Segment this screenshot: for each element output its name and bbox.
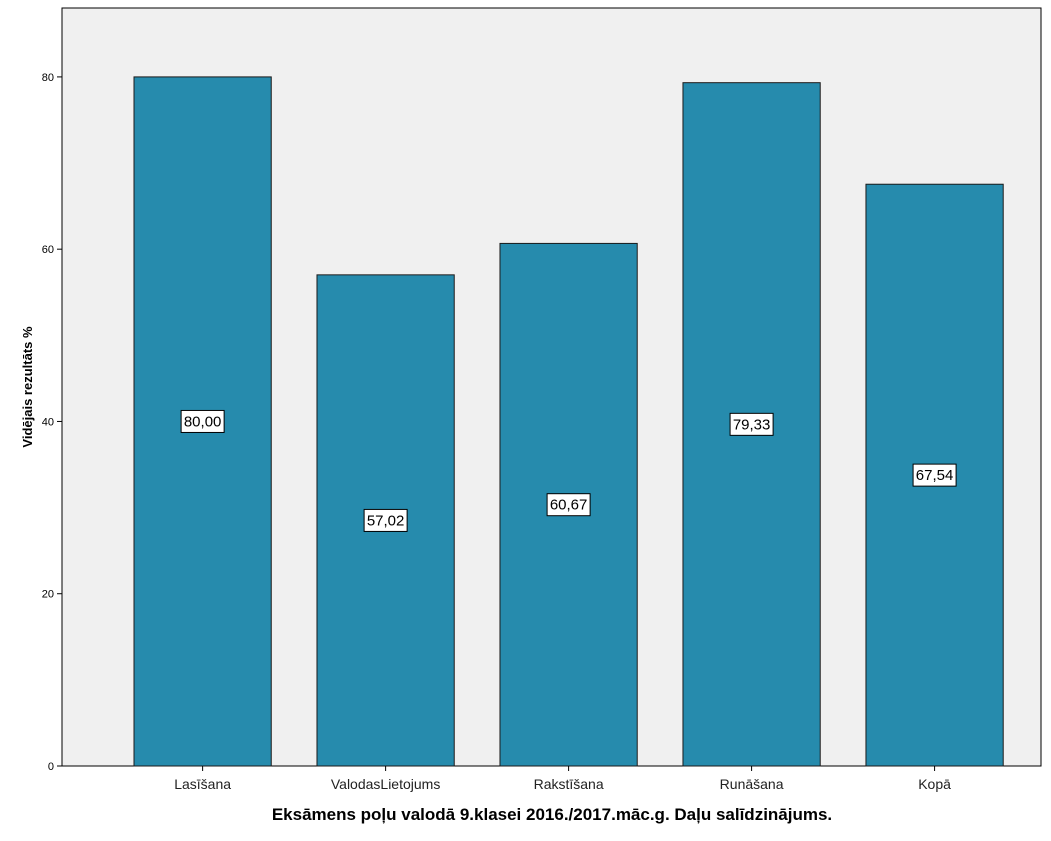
y-tick-label: 0	[48, 761, 54, 773]
y-tick-label: 40	[42, 416, 54, 428]
category-label: Lasīšana	[174, 776, 231, 792]
y-tick-label: 80	[42, 72, 54, 84]
category-label: Kopā	[918, 776, 951, 792]
category-label: Runāšana	[720, 776, 784, 792]
x-axis: Lasīšana ValodasLietojums Rakstīšana Runāša…	[174, 766, 951, 792]
y-tick-label: 60	[42, 244, 54, 256]
category-label: ValodasLietojums	[331, 776, 440, 792]
data-label-box	[546, 493, 591, 517]
data-label: 80,00	[184, 413, 222, 430]
data-label: 60,67	[550, 497, 588, 514]
category-label: Rakstīšana	[534, 776, 604, 792]
y-axis-title: Vidējais rezultāts %	[20, 326, 35, 448]
data-label-box	[363, 508, 408, 532]
y-axis: 0 20 40 60 80	[42, 72, 62, 773]
data-label: 67,54	[916, 467, 954, 484]
data-label: 79,33	[733, 416, 771, 433]
data-label-box	[729, 412, 774, 436]
y-tick-label: 20	[42, 589, 54, 601]
bars: 80,00 57,02 60,67 79,33 67,54	[133, 76, 1004, 767]
data-label-box	[912, 463, 957, 487]
data-label: 57,02	[367, 512, 405, 529]
data-label-box	[180, 409, 225, 433]
x-axis-title: Eksāmens poļu valodā 9.klasei 2016./2017…	[272, 805, 832, 824]
